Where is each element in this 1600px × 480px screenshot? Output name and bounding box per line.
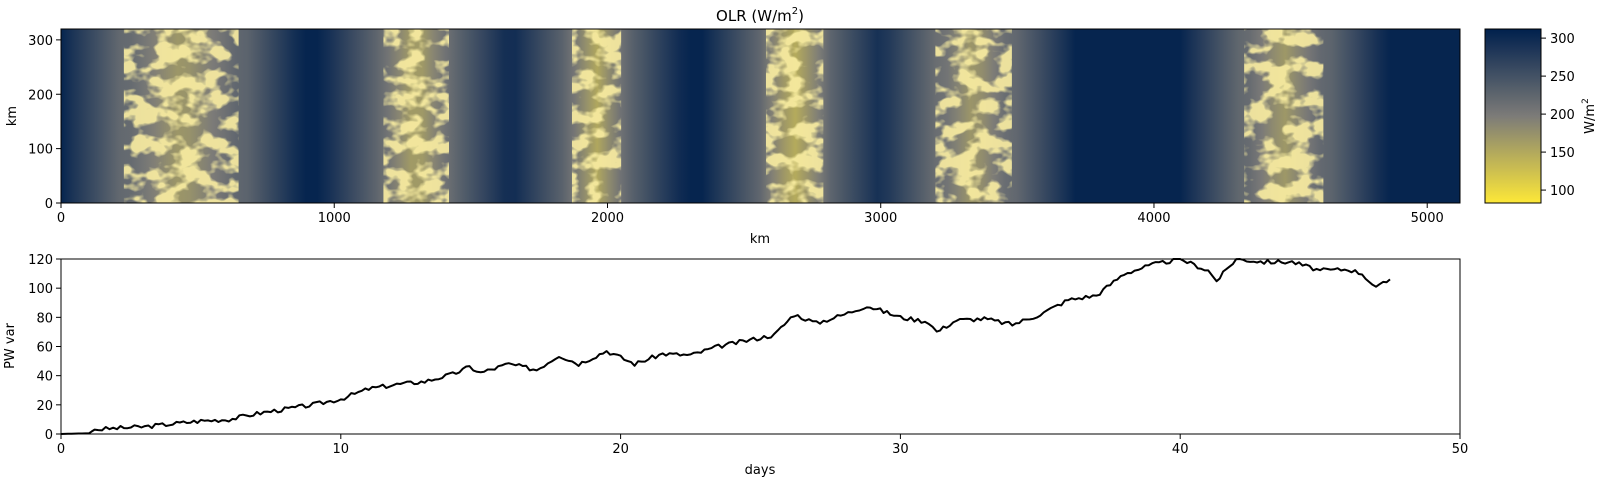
heatmap-x-tick-label: 0 — [57, 211, 65, 226]
heatmap-x-label: km — [750, 232, 770, 247]
convective-band-6 — [1244, 29, 1324, 203]
line-y-axis: 0 20 40 60 80 100 120 — [28, 253, 61, 443]
heatmap-x-tick-label: 4000 — [1137, 211, 1170, 226]
olr-field — [61, 29, 1460, 203]
line-y-label: PW var — [3, 322, 18, 368]
colorbar-tick-label: 200 — [1550, 108, 1575, 123]
line-x-tick-label: 40 — [1172, 442, 1189, 457]
line-y-tick-label: 20 — [36, 399, 53, 414]
colorbar-tick-label: 100 — [1550, 184, 1575, 199]
heatmap-y-label: km — [5, 106, 20, 126]
heatmap-y-tick-label: 300 — [28, 34, 53, 49]
line-y-tick-label: 40 — [36, 370, 53, 385]
colorbar-frame — [1484, 28, 1542, 204]
line-x-tick-label: 50 — [1452, 442, 1469, 457]
heatmap-x-axis: 0 1000 2000 3000 4000 5000 — [57, 203, 1444, 226]
heatmap-y-tick-label: 100 — [28, 143, 53, 158]
heatmap-frame — [60, 28, 1461, 204]
colorbar-label: W/m2 — [1581, 98, 1598, 134]
line-x-tick-label: 0 — [57, 442, 65, 457]
heatmap-x-tick-label: 1000 — [318, 211, 351, 226]
heatmap-x-tick-label: 2000 — [591, 211, 624, 226]
convective-band-4 — [765, 29, 824, 203]
heatmap-y-tick-label: 200 — [28, 88, 53, 103]
olr-heatmap — [61, 29, 1460, 203]
line-x-tick-label: 20 — [612, 442, 629, 457]
line-x-tick-label: 10 — [333, 442, 350, 457]
line-y-tick-label: 0 — [45, 428, 53, 443]
convective-band-2 — [383, 29, 450, 203]
line-x-tick-label: 30 — [892, 442, 909, 457]
line-y-tick-label: 80 — [36, 311, 53, 326]
colorbar-tick-label: 250 — [1550, 70, 1575, 85]
line-x-axis: 0 10 20 30 40 50 — [57, 434, 1468, 457]
colorbar-tick-label: 150 — [1550, 146, 1575, 161]
line-y-tick-label: 120 — [28, 253, 53, 268]
heatmap-y-axis: 0 100 200 300 — [28, 34, 61, 212]
line-y-tick-label: 60 — [36, 341, 53, 356]
heatmap-y-tick-label: 0 — [45, 197, 53, 212]
line-x-label: days — [745, 463, 776, 478]
convective-band-3 — [571, 29, 622, 203]
colorbar — [1485, 29, 1541, 203]
heatmap-title: OLR (W/m2) — [716, 6, 804, 25]
convective-band-1 — [123, 29, 239, 203]
heatmap-x-tick-label: 5000 — [1411, 211, 1444, 226]
heatmap-x-tick-label: 3000 — [864, 211, 897, 226]
colorbar-axis: 100 150 200 250 300 — [1541, 32, 1575, 199]
line-y-tick-label: 100 — [28, 282, 53, 297]
line-chart-frame — [60, 258, 1461, 435]
convective-band-5 — [935, 29, 1012, 203]
pw-var-series-line — [60, 258, 1391, 435]
colorbar-tick-label: 300 — [1550, 32, 1575, 47]
